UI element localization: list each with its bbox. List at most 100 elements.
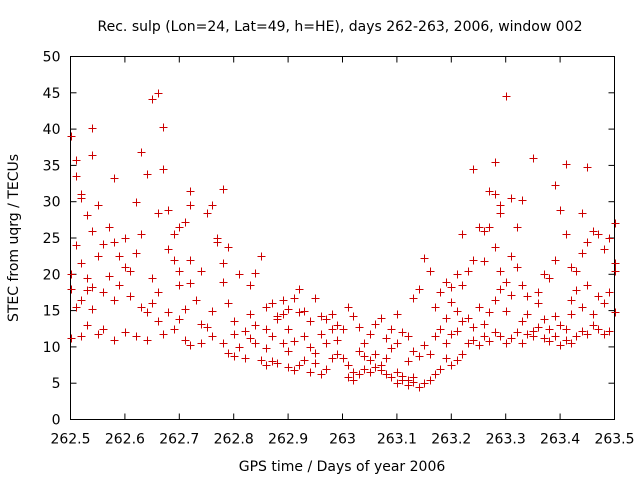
data-point [230, 352, 239, 361]
data-points [67, 89, 620, 392]
data-point [115, 252, 124, 261]
data-point [540, 334, 549, 343]
data-point [268, 299, 277, 308]
data-point [589, 227, 598, 236]
x-tick-label: 263.2 [431, 432, 471, 448]
data-point [137, 303, 146, 312]
data-point [290, 366, 299, 375]
data-point [99, 240, 108, 249]
data-point [322, 315, 331, 324]
data-point [589, 310, 598, 319]
plot-frame [70, 56, 615, 420]
data-point [442, 314, 451, 323]
data-point [491, 158, 500, 167]
data-point [251, 339, 260, 348]
y-tick-label: 10 [43, 340, 61, 356]
data-point [110, 296, 119, 305]
data-point [442, 354, 451, 363]
data-point [409, 294, 418, 303]
data-point [464, 339, 473, 348]
data-point [181, 305, 190, 314]
data-point [404, 332, 413, 341]
data-point [534, 323, 543, 332]
data-point [469, 165, 478, 174]
data-point [164, 308, 173, 317]
data-point [360, 352, 369, 361]
data-point [143, 170, 152, 179]
data-point [197, 339, 206, 348]
data-point [393, 339, 402, 348]
data-point [295, 285, 304, 294]
data-point [300, 307, 309, 316]
data-point [567, 263, 576, 272]
data-point [393, 368, 402, 377]
data-point [246, 334, 255, 343]
data-point [458, 230, 467, 239]
data-point [529, 154, 538, 163]
data-point [447, 330, 456, 339]
data-point [67, 334, 76, 343]
data-point [426, 267, 435, 276]
data-point [241, 354, 250, 363]
data-point [328, 310, 337, 319]
data-point [181, 336, 190, 345]
data-point [398, 376, 407, 385]
data-point [290, 337, 299, 346]
data-point [583, 281, 592, 290]
data-point [262, 303, 271, 312]
data-point [447, 283, 456, 292]
data-point [257, 252, 266, 261]
data-point [306, 343, 315, 352]
data-point [371, 363, 380, 372]
data-point [387, 325, 396, 334]
data-point [485, 187, 494, 196]
data-point [496, 201, 505, 210]
data-point [513, 263, 522, 272]
y-tick-label: 15 [43, 304, 61, 320]
data-point [284, 325, 293, 334]
data-point [518, 281, 527, 290]
x-axis: 262.5 262.6 262.7 262.8 262.9 263 263.1 263.2 26… [50, 56, 635, 448]
data-point [306, 368, 315, 377]
data-point [322, 365, 331, 374]
data-point [431, 303, 440, 312]
data-point [94, 201, 103, 210]
data-point [507, 194, 516, 203]
data-point [567, 339, 576, 348]
data-point [480, 332, 489, 341]
y-tick-label: 0 [52, 413, 61, 429]
data-point [328, 325, 337, 334]
data-point [496, 332, 505, 341]
data-point [366, 330, 375, 339]
data-point [208, 201, 217, 210]
data-point [371, 350, 380, 359]
data-point [99, 288, 108, 297]
data-point [420, 341, 429, 350]
data-point [83, 286, 92, 295]
data-point [349, 376, 358, 385]
data-point [453, 356, 462, 365]
x-tick-label: 263.4 [540, 432, 580, 448]
x-tick-label: 262.5 [50, 432, 90, 448]
data-point [317, 330, 326, 339]
data-point [154, 89, 163, 98]
y-tick-label: 40 [43, 122, 61, 138]
data-point [464, 267, 473, 276]
x-tick-label: 262.9 [268, 432, 308, 448]
data-point [230, 330, 239, 339]
data-point [485, 308, 494, 317]
data-point [583, 163, 592, 172]
data-point [77, 296, 86, 305]
data-point [366, 356, 375, 365]
data-point [251, 321, 260, 330]
data-point [203, 323, 212, 332]
data-point [447, 361, 456, 370]
data-point [605, 288, 614, 297]
data-point [268, 332, 277, 341]
data-point [355, 347, 364, 356]
data-point [170, 230, 179, 239]
data-point [453, 307, 462, 316]
data-point [322, 339, 331, 348]
y-tick-label: 45 [43, 86, 61, 102]
data-point [197, 267, 206, 276]
